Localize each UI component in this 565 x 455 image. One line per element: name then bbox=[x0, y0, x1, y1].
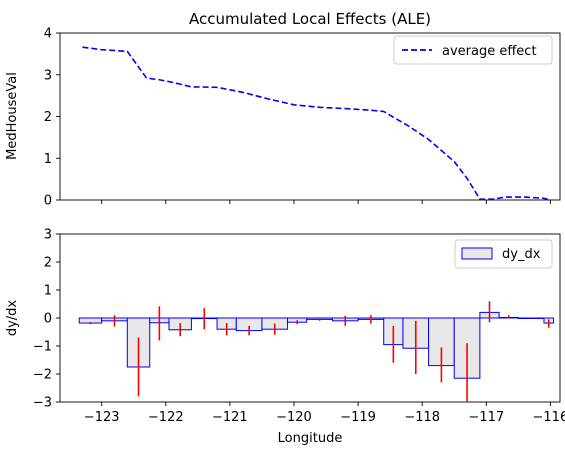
x-tick-label-5: −118 bbox=[404, 410, 440, 425]
y-tick-label-1-3: 0 bbox=[44, 312, 52, 327]
y-tick-label-0-0: 0 bbox=[44, 194, 52, 209]
top-legend-label: average effect bbox=[442, 44, 537, 59]
x-tick-label-0: −123 bbox=[84, 410, 120, 425]
y-tick-label-0-1: 1 bbox=[44, 152, 52, 167]
average-effect-line bbox=[82, 46, 551, 201]
x-tick-label-6: −117 bbox=[468, 410, 504, 425]
y-tick-label-1-1: −2 bbox=[33, 368, 52, 383]
x-tick-label-3: −120 bbox=[276, 410, 312, 425]
top-legend-box bbox=[393, 35, 553, 65]
y-tick-label-0-2: 2 bbox=[44, 110, 52, 125]
bottom-legend: dy_dx bbox=[454, 239, 553, 269]
bottom-ylabel: dy/dx bbox=[5, 300, 20, 337]
bottom-legend-label: dy_dx bbox=[502, 247, 541, 262]
y-tick-label-0-4: 4 bbox=[44, 27, 52, 42]
x-tick-label-4: −119 bbox=[340, 410, 376, 425]
x-tick-label-7: −116 bbox=[533, 410, 565, 425]
top-panel: 0 1 2 3 4 bbox=[44, 27, 561, 209]
bottom-xlabel: Longitude bbox=[278, 431, 343, 446]
y-tick-label-1-5: 2 bbox=[44, 256, 52, 271]
bottom-legend-box bbox=[454, 239, 553, 269]
y-tick-label-1-0: −3 bbox=[33, 396, 52, 411]
top-legend: average effect bbox=[393, 35, 553, 65]
top-ylabel: MedHouseVal bbox=[5, 72, 20, 160]
bottom-legend-swatch bbox=[461, 247, 493, 260]
y-tick-label-1-6: 3 bbox=[44, 228, 52, 243]
y-tick-label-0-3: 3 bbox=[44, 68, 52, 83]
x-tick-label-1: −122 bbox=[148, 410, 184, 425]
top-chart-title: Accumulated Local Effects (ALE) bbox=[189, 10, 431, 28]
y-tick-label-1-2: −1 bbox=[33, 340, 52, 355]
y-tick-label-1-4: 1 bbox=[44, 284, 52, 299]
x-tick-label-2: −121 bbox=[212, 410, 248, 425]
bottom-panel: −3 −2 −1 0 1 2 3 −123 −122 −121 −120 −119 −118 −117 −1… bbox=[33, 228, 565, 426]
